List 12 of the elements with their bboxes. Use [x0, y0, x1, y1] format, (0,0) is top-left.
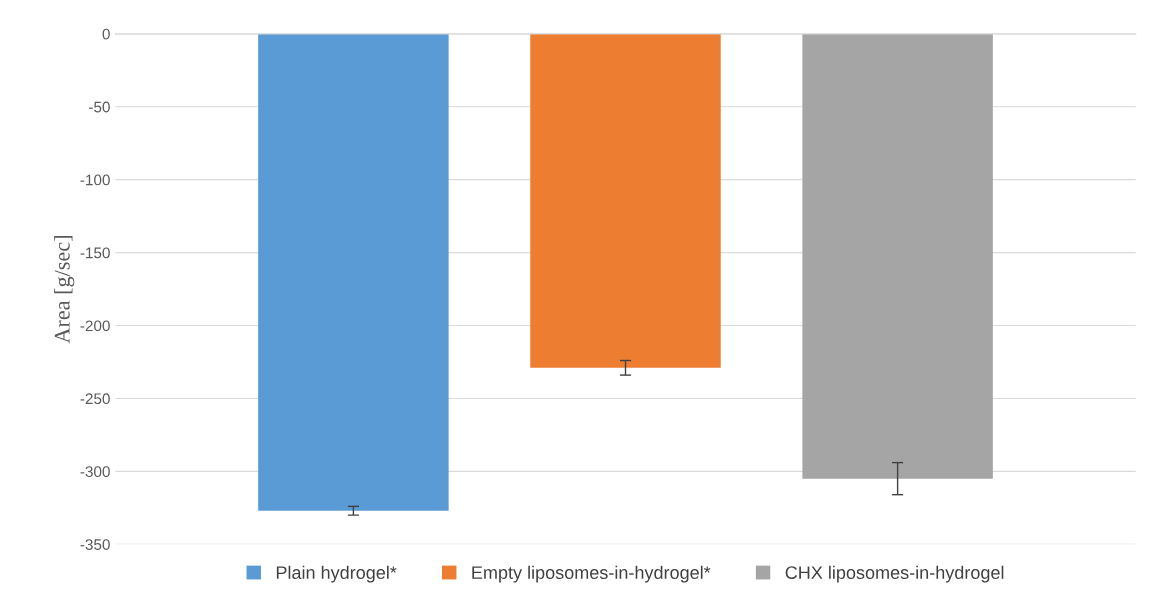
y-tick-label: -50 [89, 101, 110, 113]
legend-label: Plain hydrogel* [276, 565, 397, 583]
y-tick-label: 0 [102, 28, 110, 40]
legend-label: CHX liposomes-in-hydrogel [785, 565, 1004, 583]
y-tick-label: -250 [80, 393, 110, 405]
y-tick-label: -350 [80, 539, 110, 550]
y-tick-label: -300 [80, 466, 110, 478]
y-tick-label: -200 [80, 320, 110, 332]
y-tick-label: -150 [80, 247, 110, 259]
y-axis-title: Area [g/sec] [54, 236, 75, 344]
legend-label: Empty liposomes-in-hydrogel* [472, 565, 711, 583]
y-tick-label: -100 [80, 174, 110, 186]
